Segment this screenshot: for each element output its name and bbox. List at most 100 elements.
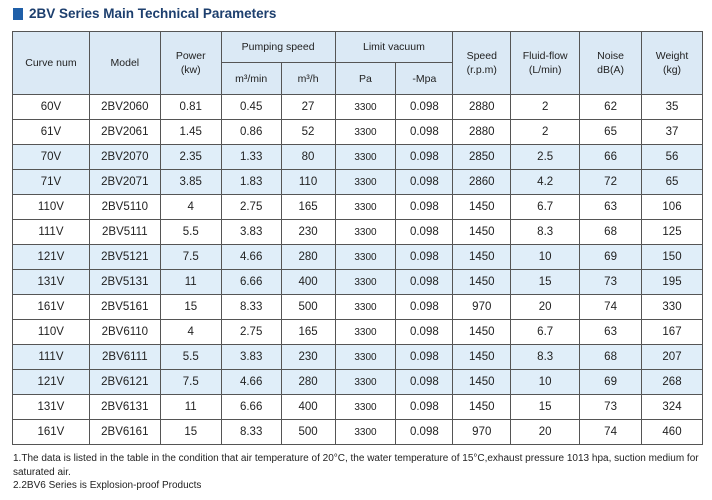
table-cell: 0.098 <box>395 94 454 120</box>
table-cell: 167 <box>641 319 703 345</box>
table-cell: 131V <box>12 394 90 420</box>
table-cell: 3300 <box>334 344 397 370</box>
table-row: 121V 2BV5121 7.5 4.66 280 3300 0.098 1450 10 69 15… <box>12 244 703 270</box>
table-cell: 2.5 <box>510 144 581 170</box>
header-m3h: m³/h <box>280 62 336 95</box>
header-limit-vacuum: Limit vacuum <box>334 31 454 63</box>
table-cell: 2BV6161 <box>88 419 161 445</box>
table-cell: 106 <box>641 194 703 220</box>
section-title: 2BV Series Main Technical Parameters <box>13 6 276 21</box>
table-cell: 0.098 <box>395 319 454 345</box>
table-cell: 0.81 <box>159 94 222 120</box>
table-cell: 3300 <box>334 219 397 245</box>
table-cell: 0.098 <box>395 144 454 170</box>
table-cell: 280 <box>280 369 336 395</box>
table-cell: 5.5 <box>159 219 222 245</box>
table-cell: 1.45 <box>159 119 222 145</box>
header-noise: Noise dB(A) <box>579 31 643 95</box>
table-cell: 2BV5121 <box>88 244 161 270</box>
table-cell: 3300 <box>334 144 397 170</box>
table-cell: 165 <box>280 194 336 220</box>
table-cell: 161V <box>12 294 90 320</box>
table-cell: 5.5 <box>159 344 222 370</box>
table-cell: 6.66 <box>220 394 282 420</box>
table-cell: 6.7 <box>510 319 581 345</box>
table-cell: 15 <box>510 269 581 295</box>
table-row: 110V 2BV6110 4 2.75 165 3300 0.098 1450 6.7 63 167 <box>12 319 703 345</box>
table-cell: 4 <box>159 194 222 220</box>
table-cell: 65 <box>641 169 703 195</box>
header-pa: Pa <box>334 62 397 95</box>
table-cell: 0.098 <box>395 394 454 420</box>
table-cell: 2BV5131 <box>88 269 161 295</box>
table-cell: 970 <box>452 294 512 320</box>
table-cell: 121V <box>12 244 90 270</box>
table-cell: 3300 <box>334 419 397 445</box>
table-cell: 69 <box>579 369 643 395</box>
table-cell: 2860 <box>452 169 512 195</box>
table-cell: 3300 <box>334 394 397 420</box>
table-row: 161V 2BV5161 15 8.33 500 3300 0.098 970 20 74 330 <box>12 294 703 320</box>
table-cell: 0.86 <box>220 119 282 145</box>
table-cell: 400 <box>280 394 336 420</box>
table-cell: 6.66 <box>220 269 282 295</box>
table-row: 131V 2BV6131 11 6.66 400 3300 0.098 1450 15 73 324 <box>12 394 703 420</box>
table-cell: 27 <box>280 94 336 120</box>
table-cell: 3300 <box>334 119 397 145</box>
table-row: 71V 2BV2071 3.85 1.83 110 3300 0.098 2860 4.2 72 6… <box>12 169 703 195</box>
table-cell: 71V <box>12 169 90 195</box>
table-cell: 0.098 <box>395 294 454 320</box>
table-cell: 3300 <box>334 369 397 395</box>
table-cell: 0.098 <box>395 244 454 270</box>
header-curve-num: Curve num <box>12 31 90 95</box>
table-cell: 35 <box>641 94 703 120</box>
table-cell: 110 <box>280 169 336 195</box>
table-cell: 20 <box>510 419 581 445</box>
table-cell: 72 <box>579 169 643 195</box>
table-cell: 10 <box>510 244 581 270</box>
table-cell: 61V <box>12 119 90 145</box>
table-cell: 125 <box>641 219 703 245</box>
header-speed: Speed (r.p.m) <box>452 31 512 95</box>
table-cell: 2BV6111 <box>88 344 161 370</box>
table-cell: 37 <box>641 119 703 145</box>
table-cell: 0.098 <box>395 219 454 245</box>
table-cell: 3300 <box>334 194 397 220</box>
table-cell: 1450 <box>452 244 512 270</box>
table-cell: 1.33 <box>220 144 282 170</box>
table-row: 61V 2BV2061 1.45 0.86 52 3300 0.098 2880 2 65 37 <box>12 119 703 145</box>
table-row: 131V 2BV5131 11 6.66 400 3300 0.098 1450 15 73 195 <box>12 269 703 295</box>
table-cell: 500 <box>280 419 336 445</box>
table-cell: 2.35 <box>159 144 222 170</box>
table-cell: 68 <box>579 219 643 245</box>
table-cell: 74 <box>579 294 643 320</box>
table-cell: 66 <box>579 144 643 170</box>
header-pumping-speed: Pumping speed <box>220 31 336 63</box>
table-cell: 15 <box>510 394 581 420</box>
footnote-1: 1.The data is listed in the table in the… <box>13 453 699 478</box>
table-cell: 2BV6110 <box>88 319 161 345</box>
table-cell: 1450 <box>452 219 512 245</box>
table-row: 70V 2BV2070 2.35 1.33 80 3300 0.098 2850 2.5 66 56 <box>12 144 703 170</box>
table-cell: 131V <box>12 269 90 295</box>
table-cell: 0.098 <box>395 119 454 145</box>
table-cell: 3300 <box>334 294 397 320</box>
table-cell: 2880 <box>452 119 512 145</box>
table-cell: 4.2 <box>510 169 581 195</box>
table-cell: 3300 <box>334 319 397 345</box>
table-cell: 1450 <box>452 369 512 395</box>
title-marker-icon <box>13 7 23 20</box>
table-cell: 4.66 <box>220 244 282 270</box>
table-cell: 3.83 <box>220 344 282 370</box>
table-cell: 207 <box>641 344 703 370</box>
table-cell: 230 <box>280 344 336 370</box>
table-cell: 2BV2071 <box>88 169 161 195</box>
table-cell: 8.33 <box>220 294 282 320</box>
table-cell: 20 <box>510 294 581 320</box>
table-cell: 4.66 <box>220 369 282 395</box>
table-cell: 110V <box>12 194 90 220</box>
table-cell: 70V <box>12 144 90 170</box>
table-cell: 52 <box>280 119 336 145</box>
header-m3min: m³/min <box>220 62 282 95</box>
table-cell: 3300 <box>334 244 397 270</box>
